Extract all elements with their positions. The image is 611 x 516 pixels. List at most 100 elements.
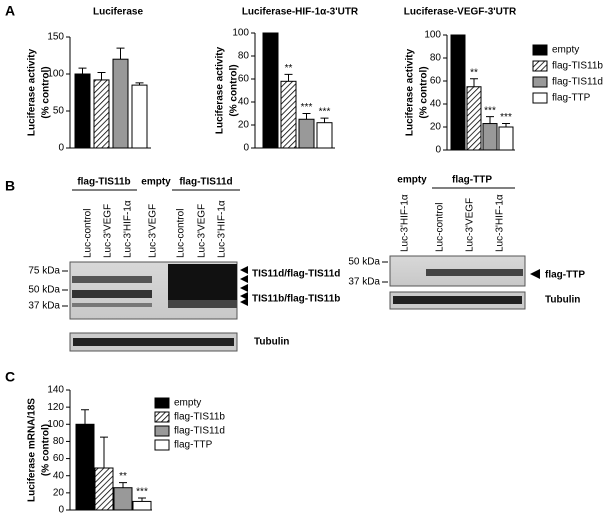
bar: [450, 34, 466, 151]
panel-label: A: [5, 3, 15, 19]
legend-swatch: [532, 92, 548, 104]
y-tick-label: 100: [47, 69, 64, 80]
y-tick-label: 60: [430, 76, 442, 87]
lane-label: Luc-control: [435, 203, 446, 252]
band-label: TIS11d/flag-TIS11d: [252, 269, 340, 280]
bar: [498, 126, 514, 151]
y-tick-label: 60: [53, 453, 65, 464]
y-axis-label: Luciferase activity: [405, 48, 416, 136]
band: [72, 276, 152, 283]
significance: ***: [301, 102, 313, 113]
y-tick-label: 40: [238, 97, 250, 108]
y-tick-label: 150: [47, 32, 64, 43]
bar: [466, 86, 482, 151]
y-tick-label: 80: [53, 436, 65, 447]
lane-label: Luc-3'HIF-1α: [400, 194, 411, 252]
error-bar: [284, 73, 293, 82]
legend-label: flag-TTP: [552, 93, 591, 104]
band: [393, 296, 522, 304]
group-label: flag-TIS11d: [179, 177, 232, 188]
marker-label: 50 kDa: [28, 285, 60, 296]
significance: ***: [484, 105, 496, 116]
lane-label: Luc-3'HIF-1α: [495, 194, 506, 252]
error-bar: [486, 116, 494, 124]
bar: [131, 84, 148, 149]
y-tick-label: 140: [47, 385, 64, 396]
marker-label: 37 kDa: [28, 301, 60, 312]
y-tick-label: 100: [424, 30, 441, 41]
y-axis-label: (% control): [41, 424, 52, 476]
legend-label: flag-TIS11d: [174, 426, 225, 437]
legend-swatch: [154, 439, 170, 451]
error-bar: [135, 82, 144, 86]
lane-label: Luc-control: [176, 209, 187, 258]
y-tick-label: 50: [53, 106, 65, 117]
group-label: flag-TTP: [452, 175, 492, 186]
error-bar: [97, 72, 106, 80]
y-axis-label: Luciferase mRNA/18S: [27, 398, 38, 502]
band: [168, 264, 237, 300]
y-axis-label: (% control): [419, 66, 430, 118]
bar: [316, 122, 333, 149]
y-tick-label: 120: [47, 402, 64, 413]
legend-swatch: [532, 76, 548, 88]
legend-label: flag-TIS11b: [552, 61, 603, 72]
bar: [74, 73, 91, 149]
y-tick-label: 80: [238, 51, 250, 62]
band: [73, 338, 234, 346]
error-bar: [100, 436, 108, 468]
legend-label: flag-TIS11b: [174, 412, 225, 423]
legend-label: flag-TTP: [174, 440, 213, 451]
legend-label: empty: [552, 45, 579, 56]
significance: **: [470, 67, 478, 78]
arrowhead: [530, 269, 540, 279]
bar: [132, 500, 152, 511]
bar: [75, 423, 95, 511]
marker-label: 37 kDa: [348, 277, 380, 288]
y-tick-label: 100: [232, 28, 249, 39]
y-tick-label: 0: [243, 143, 249, 154]
lane-label: Luc-3'HIF-1α: [123, 200, 134, 258]
y-tick-label: 0: [58, 505, 64, 516]
legend-swatch: [532, 44, 548, 56]
y-tick-label: 80: [430, 53, 442, 64]
y-tick-label: 40: [53, 470, 65, 481]
y-tick-label: 20: [430, 122, 442, 133]
legend-swatch: [154, 425, 170, 437]
chart-title: Luciferase-VEGF-3'UTR: [404, 7, 517, 18]
y-axis-label: (% control): [229, 64, 240, 116]
band-label: TIS11b/flag-TIS11b: [252, 294, 340, 305]
significance: ***: [500, 112, 512, 123]
marker-label: 75 kDa: [28, 266, 60, 277]
chart-title: Luciferase-HIF-1α-3'UTR: [242, 7, 359, 18]
blot-right: empty flag-TTP flag-TTP Tubulin: [389, 175, 585, 310]
band: [426, 269, 523, 276]
lane-label: Luc-3'HIF-1α: [217, 200, 228, 258]
bar: [298, 118, 315, 149]
lane-label: Luc-3'VEGF: [197, 204, 208, 258]
legend-swatch: [154, 397, 170, 409]
legend-label: empty: [174, 398, 201, 409]
y-axis-label: Luciferase activity: [27, 48, 38, 136]
bar: [93, 79, 110, 149]
arrowheads: [240, 266, 248, 306]
error-bar: [320, 117, 329, 123]
loading-label: Tubulin: [254, 337, 289, 348]
bar: [94, 467, 114, 511]
legend-swatch: [154, 411, 170, 423]
group-label: empty: [141, 177, 171, 188]
y-tick-label: 0: [435, 145, 441, 156]
y-tick-label: 20: [238, 120, 250, 131]
error-bar: [81, 409, 89, 425]
band-label: flag-TTP: [545, 270, 585, 281]
significance: ***: [319, 107, 331, 118]
lane-label: Luc-3'VEGF: [103, 204, 114, 258]
blot-left: flag-TIS11b empty flag-TIS11d TIS11d/fla…: [69, 177, 340, 352]
panel-label: B: [5, 178, 15, 194]
lane-label: Luc-3'VEGF: [148, 204, 159, 258]
y-tick-label: 100: [47, 419, 64, 430]
error-bar: [502, 123, 510, 127]
significance: **: [285, 63, 293, 74]
y-tick-label: 40: [430, 99, 442, 110]
